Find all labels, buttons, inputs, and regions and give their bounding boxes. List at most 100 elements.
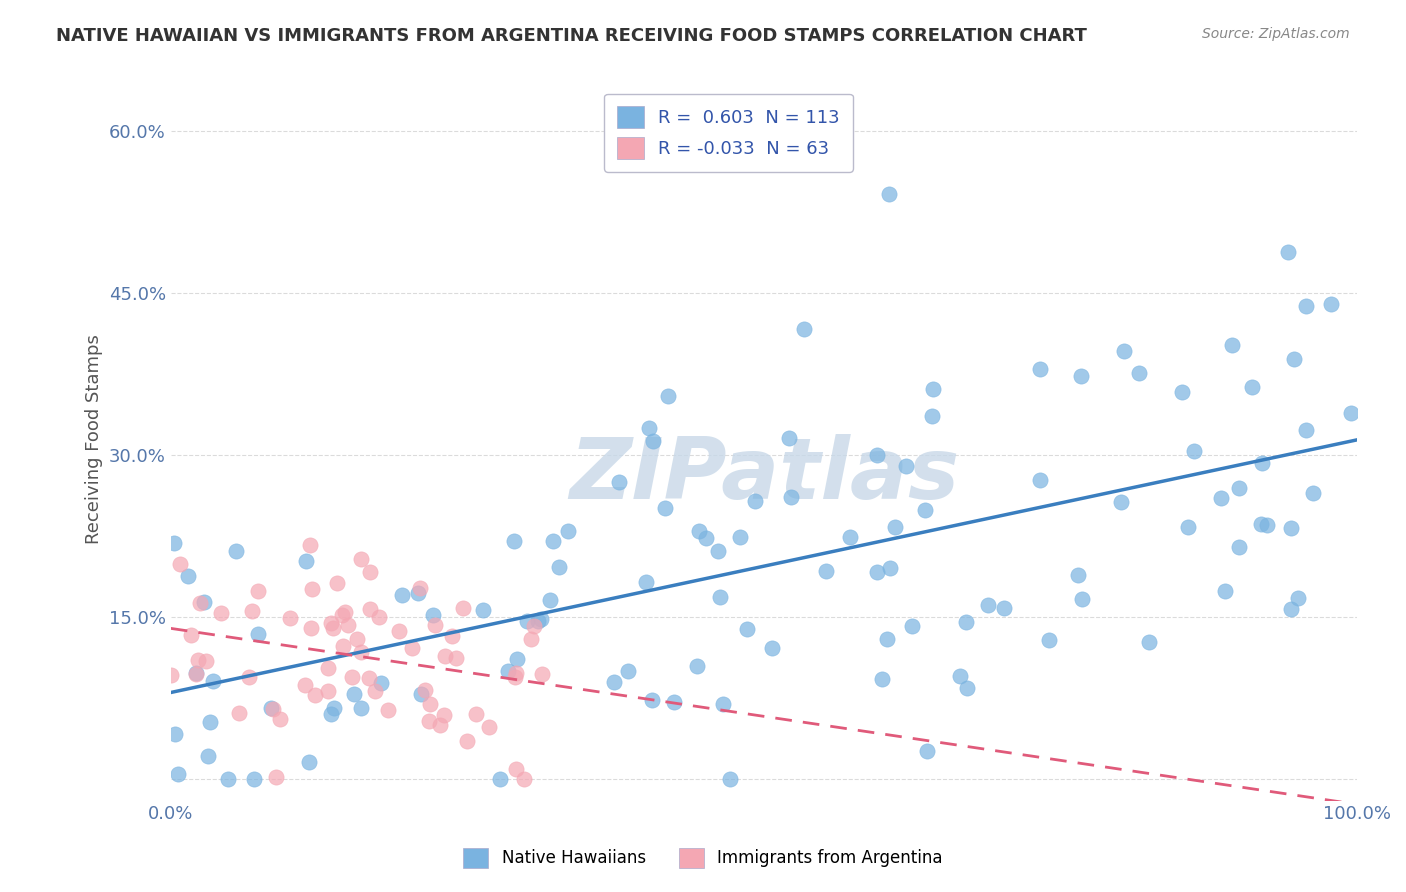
Point (433, 707, 456, 722)
Point (350, 701, 373, 715)
Point (423, 618, 446, 632)
Point (188, 596, 211, 610)
Legend: Native Hawaiians, Immigrants from Argentina: Native Hawaiians, Immigrants from Argent… (457, 841, 949, 875)
Point (1182, 444, 1205, 458)
Point (322, 622, 344, 636)
Point (441, 629, 464, 643)
Point (956, 681, 979, 695)
Point (1067, 568, 1090, 582)
Point (503, 670, 526, 684)
Point (429, 717, 451, 731)
Point (879, 187, 901, 202)
Legend: R =  0.603  N = 113, R = -0.033  N = 63: R = 0.603 N = 113, R = -0.033 N = 63 (605, 94, 852, 172)
Point (1340, 406, 1362, 420)
Point (1227, 481, 1250, 495)
Point (761, 640, 783, 655)
Point (456, 734, 478, 748)
Point (1295, 423, 1317, 437)
Point (548, 559, 571, 574)
Point (686, 659, 709, 673)
Point (921, 409, 943, 423)
Point (1139, 635, 1161, 649)
Point (209, 606, 232, 620)
Point (332, 608, 354, 623)
Point (1286, 591, 1309, 606)
Point (444, 650, 467, 665)
Point (641, 693, 664, 707)
Point (1256, 517, 1278, 532)
Point (1029, 362, 1052, 376)
Point (187, 653, 209, 667)
Point (634, 574, 657, 589)
Point (900, 619, 922, 633)
Point (228, 706, 250, 720)
Point (1109, 495, 1132, 509)
Y-axis label: Receiving Food Stamps: Receiving Food Stamps (86, 334, 103, 544)
Point (246, 626, 269, 640)
Point (409, 687, 432, 701)
Point (316, 661, 339, 675)
Point (993, 600, 1015, 615)
Point (1112, 343, 1135, 358)
Point (879, 561, 901, 575)
Point (1028, 473, 1050, 487)
Point (866, 449, 889, 463)
Point (177, 569, 200, 583)
Point (200, 714, 222, 729)
Text: Source: ZipAtlas.com: Source: ZipAtlas.com (1202, 27, 1350, 41)
Point (184, 665, 207, 680)
Point (1213, 584, 1236, 599)
Point (520, 632, 543, 646)
Point (793, 322, 815, 336)
Point (1320, 297, 1343, 311)
Point (1240, 380, 1263, 394)
Point (247, 584, 270, 599)
Point (422, 607, 444, 622)
Point (884, 520, 907, 534)
Point (838, 530, 860, 544)
Point (359, 566, 381, 580)
Point (321, 707, 343, 722)
Point (163, 727, 186, 741)
Point (322, 700, 344, 714)
Point (278, 611, 301, 625)
Point (607, 475, 630, 490)
Point (728, 530, 751, 544)
Point (516, 614, 538, 628)
Point (337, 617, 360, 632)
Point (505, 665, 527, 680)
Point (915, 744, 938, 758)
Point (359, 602, 381, 616)
Point (304, 688, 326, 702)
Text: ZIPatlas: ZIPatlas (569, 434, 959, 516)
Point (262, 702, 284, 716)
Point (451, 601, 474, 615)
Point (242, 772, 264, 786)
Point (637, 420, 659, 434)
Point (160, 667, 183, 681)
Point (557, 524, 579, 539)
Point (359, 671, 381, 685)
Point (505, 652, 527, 666)
Point (166, 767, 188, 781)
Point (513, 772, 536, 786)
Point (1070, 369, 1092, 384)
Point (657, 389, 679, 403)
Point (194, 654, 217, 668)
Point (343, 687, 366, 701)
Point (318, 684, 340, 698)
Point (662, 695, 685, 709)
Point (294, 678, 316, 692)
Point (778, 431, 800, 445)
Point (1295, 299, 1317, 313)
Point (238, 670, 260, 684)
Point (643, 434, 665, 449)
Point (894, 458, 917, 473)
Point (1038, 633, 1060, 648)
Point (530, 612, 553, 626)
Point (472, 602, 495, 616)
Point (301, 582, 323, 596)
Point (718, 772, 741, 786)
Point (955, 615, 977, 629)
Point (340, 670, 363, 684)
